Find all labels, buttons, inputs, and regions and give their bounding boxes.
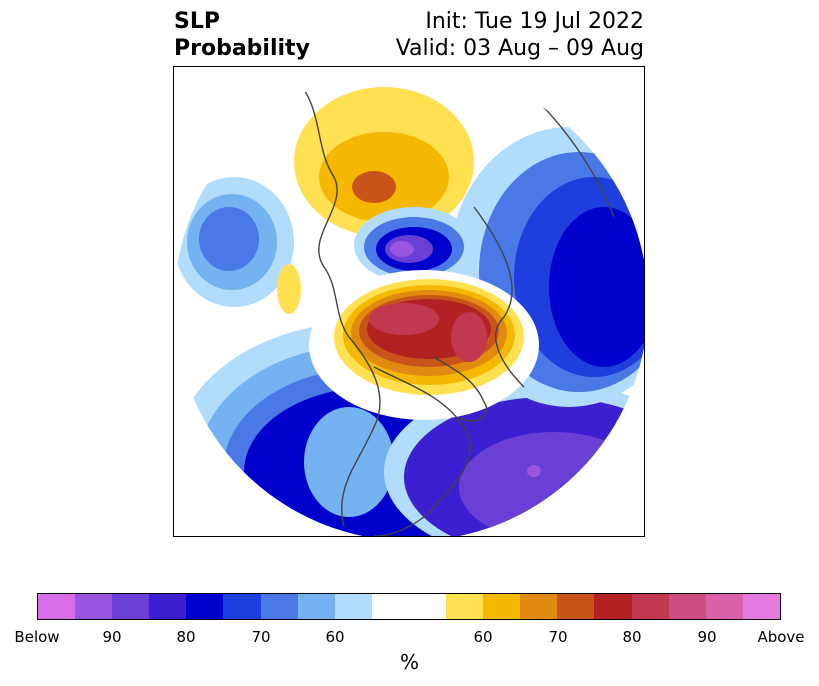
colorbar-swatch-above-3: [520, 594, 558, 619]
colorbar-swatch-below-7: [260, 594, 298, 619]
init-date: Init: Tue 19 Jul 2022: [425, 9, 644, 34]
colorbar: [37, 593, 781, 620]
region-arctic-85b: [451, 312, 487, 362]
coast-europe: [473, 206, 525, 388]
colorbar-swatch-below-8: [297, 594, 335, 619]
region-pac-70: [199, 207, 259, 271]
colorbar-unit-label: %: [399, 650, 419, 674]
colorbar-tick-label: 70: [548, 628, 568, 646]
region-sib-95: [390, 241, 414, 257]
colorbar-swatch-below-4: [149, 594, 187, 619]
colorbar-swatch-above-5: [594, 594, 632, 619]
colorbar-swatch-below-6: [223, 594, 261, 619]
colorbar-swatch-above-9: [742, 594, 780, 619]
region-asia-75: [352, 171, 396, 203]
colorbar-swatch-above-2: [483, 594, 521, 619]
colorbar-tick-label: Below: [14, 628, 60, 646]
region-asia-sw-60: [277, 264, 301, 314]
coast-asia-east: [293, 76, 350, 338]
colorbar-swatch-below-5: [186, 594, 224, 619]
colorbar-swatch-above-8: [705, 594, 743, 619]
coast-greenland: [433, 356, 488, 422]
colorbar-tick-label: 80: [176, 628, 196, 646]
coast-na-east: [373, 366, 471, 536]
colorbar-swatch-below-3: [112, 594, 150, 619]
colorbar-swatch-below-1: [38, 594, 76, 619]
coast-pacific-na: [341, 336, 381, 528]
chart-dates: Init: Tue 19 Jul 2022 Valid: 03 Aug – 09…: [396, 8, 644, 62]
colorbar-swatch-above-1: [446, 594, 484, 619]
colorbar-ticks: Below 90 80 70 60 60 70 80 90 Above: [0, 628, 819, 648]
region-atl-95: [527, 465, 541, 477]
valid-range: Valid: 03 Aug – 09 Aug: [395, 36, 644, 61]
colorbar-tick-label: 70: [251, 628, 271, 646]
polar-map: [173, 66, 645, 537]
region-ru-80: [549, 207, 644, 367]
colorbar-tick-label: 80: [622, 628, 642, 646]
colorbar-tick-label: Above: [757, 628, 805, 646]
chart-title: SLP Probability: [174, 8, 310, 62]
title-variable: SLP: [174, 9, 220, 34]
colorbar-tick-label: 90: [102, 628, 122, 646]
region-arctic-85: [369, 303, 439, 335]
colorbar-tick-label: 90: [697, 628, 717, 646]
colorbar-swatch-below-2: [75, 594, 113, 619]
colorbar-tick-label: 60: [325, 628, 345, 646]
colorbar-swatch-above-6: [631, 594, 669, 619]
region-na-inner: [304, 407, 394, 517]
colorbar-swatch-above-4: [557, 594, 595, 619]
colorbar-swatch-above-7: [668, 594, 706, 619]
colorbar-swatch-neutral: [371, 594, 447, 619]
colorbar-tick-label: 60: [473, 628, 493, 646]
colorbar-swatch-below-9: [334, 594, 372, 619]
map-svg: [174, 67, 644, 536]
title-product: Probability: [174, 36, 310, 61]
